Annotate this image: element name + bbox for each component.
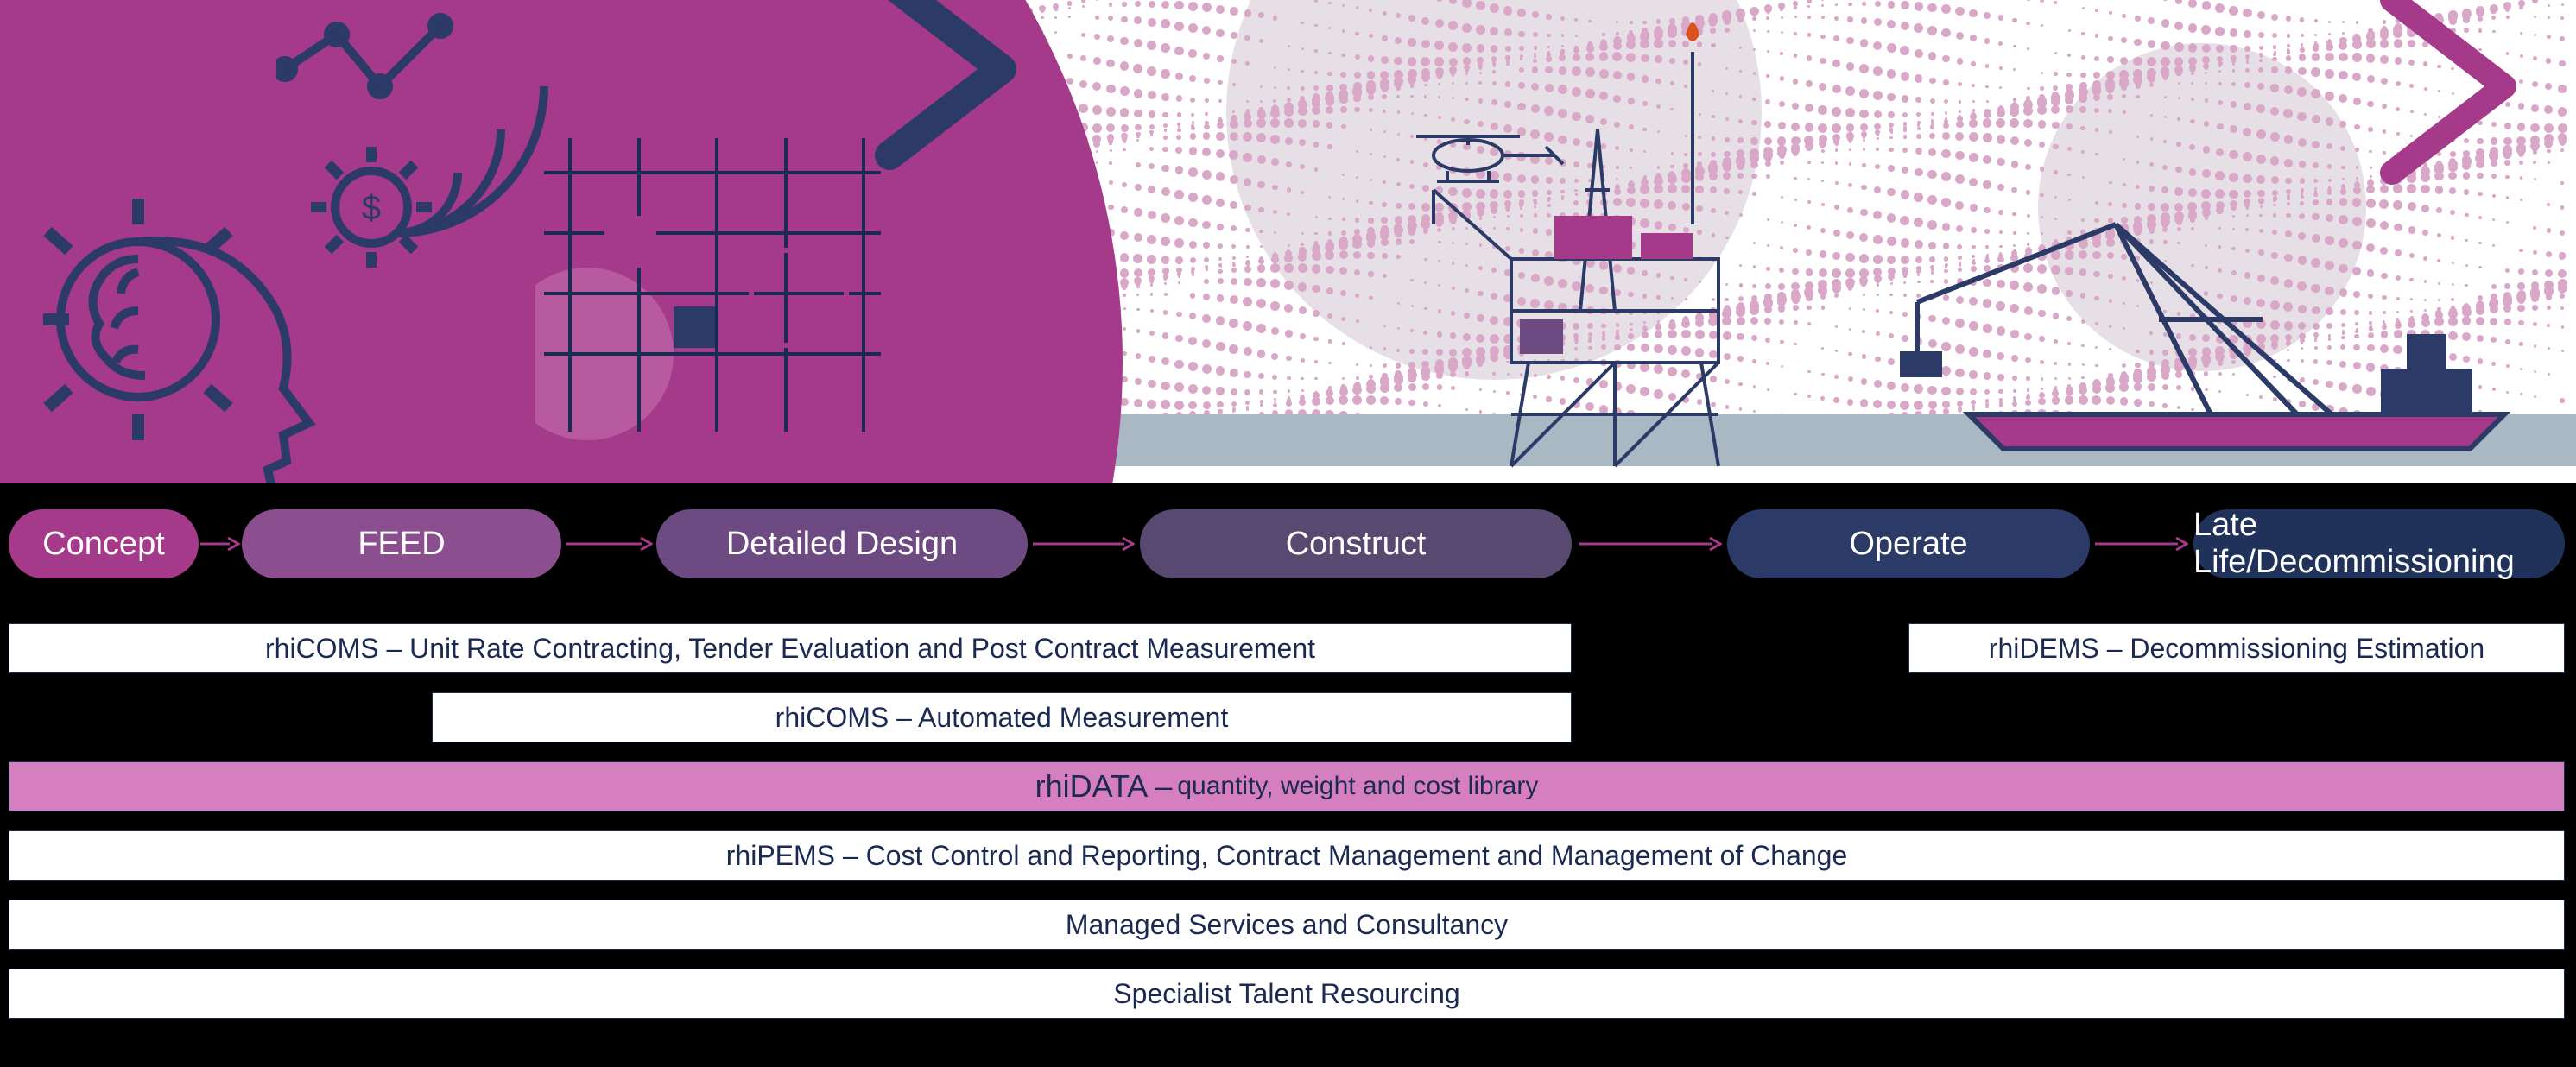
service-bar-label-sub: quantity, weight and cost library: [1177, 772, 1538, 801]
service-bar-row: Managed Services and Consultancy: [0, 900, 2576, 950]
chevron-right-icon: [864, 0, 1036, 173]
service-bar-row: rhiDATA –quantity, weight and cost libra…: [0, 761, 2576, 811]
lifecycle-banner: $ ++: [0, 0, 2576, 483]
stage-arrow-icon: [1579, 537, 1722, 551]
service-bar: rhiDEMS – Decommissioning Estimation: [1908, 623, 2565, 673]
stage-arrow-icon: [566, 537, 653, 551]
service-bar: Managed Services and Consultancy: [9, 900, 2565, 950]
chevron-right-icon: [2366, 0, 2539, 190]
grid-cluster-icon: [535, 129, 1019, 483]
service-bar-label-main: rhiDATA –: [1035, 768, 1173, 805]
stage-arrow-icon: [200, 537, 240, 551]
crane-vessel-icon: [1900, 190, 2539, 470]
chart-signal-icon: $: [276, 9, 553, 272]
chevron-right-icon: [1036, 328, 1123, 432]
stage-pill-feed: FEED: [242, 509, 561, 578]
stage-pill-operate: Operate: [1727, 509, 2090, 578]
stage-arrow-icon: [1033, 537, 1135, 551]
service-bar: rhiDATA –quantity, weight and cost libra…: [9, 761, 2565, 811]
stage-pill-late-life-decommissioning: Late Life/Decommissioning: [2193, 509, 2565, 578]
service-bars: rhiCOMS – Unit Rate Contracting, Tender …: [0, 623, 2576, 1036]
service-bar: Specialist Talent Resourcing: [9, 969, 2565, 1019]
stage-pill-detailed-design: Detailed Design: [656, 509, 1028, 578]
stage-pill-construct: Construct: [1140, 509, 1572, 578]
stage-arrow-icon: [2095, 537, 2188, 551]
svg-text:$: $: [362, 189, 381, 227]
service-bar-row: rhiCOMS – Automated Measurement: [0, 692, 2576, 742]
service-bar-row: rhiPEMS – Cost Control and Reporting, Co…: [0, 830, 2576, 881]
service-bar-row: Specialist Talent Resourcing: [0, 969, 2576, 1019]
service-bar: rhiPEMS – Cost Control and Reporting, Co…: [9, 830, 2565, 881]
service-bar: rhiCOMS – Unit Rate Contracting, Tender …: [9, 623, 1572, 673]
service-bar-row: rhiCOMS – Unit Rate Contracting, Tender …: [0, 623, 2576, 673]
lifecycle-stage-row: Concept FEED Detailed Design Construct Opera…: [0, 483, 2576, 604]
offshore-platform-icon: [1382, 0, 1831, 483]
service-bar: rhiCOMS – Automated Measurement: [432, 692, 1572, 742]
stage-pill-concept: Concept: [9, 509, 199, 578]
